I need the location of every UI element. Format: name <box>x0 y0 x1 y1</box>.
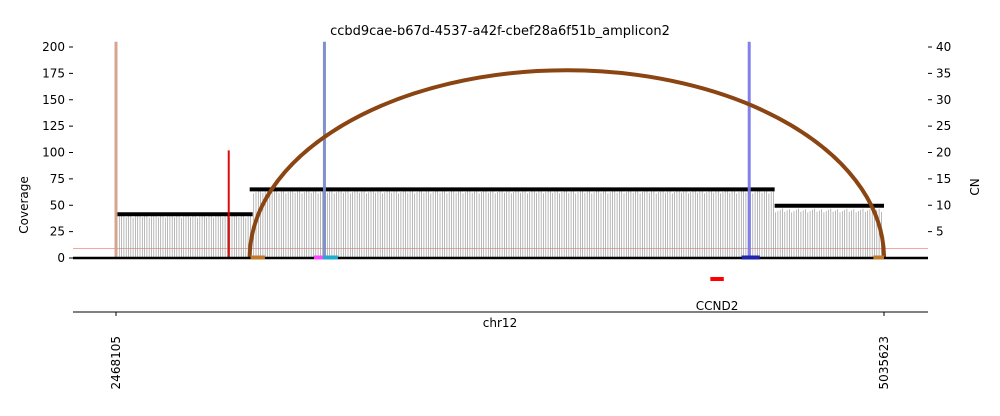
y-axis-label-left: Coverage <box>17 176 31 234</box>
breakpoint-arc <box>247 68 886 259</box>
coverage-bars-layer <box>116 189 882 258</box>
y-right-tick-label: 15 <box>936 172 951 186</box>
copy-number-layer <box>116 187 884 217</box>
gene-bar <box>710 277 724 281</box>
y-left-tick-label: 100 <box>42 146 65 160</box>
y-right-tick-label: 35 <box>936 66 951 80</box>
y-left-tick-label: 150 <box>42 93 65 107</box>
interval-mark <box>322 255 338 260</box>
y-left-tick-label: 25 <box>50 225 65 239</box>
interval-marks-layer <box>250 255 884 260</box>
x-axis-label: chr12 <box>483 316 517 330</box>
y-right-tick-label: 25 <box>936 119 951 133</box>
chart-title: ccbd9cae-b67d-4537-a42f-cbef28a6f51b_amp… <box>330 24 670 39</box>
interval-mark <box>741 255 760 260</box>
y-right-tick-label: 30 <box>936 93 951 107</box>
discordant-edges-layer <box>114 41 751 258</box>
y-left-tick-label: 200 <box>42 40 65 54</box>
y-right-tick-label: 10 <box>936 198 951 212</box>
y-left-tick-label: 175 <box>42 66 65 80</box>
x-tick-label: 2468105 <box>109 336 123 389</box>
y-left-tick-label: 50 <box>50 198 65 212</box>
y-axis-label-right: CN <box>968 178 982 195</box>
gene-label: CCND2 <box>696 299 739 313</box>
y-right-tick-label: 20 <box>936 146 951 160</box>
y-right-tick-label: 5 <box>936 225 944 239</box>
y-left-tick-label: 0 <box>57 251 65 265</box>
x-tick-label: 5035623 <box>877 336 891 389</box>
breakpoint-arc-layer <box>247 68 886 259</box>
interval-mark <box>313 255 332 260</box>
interval-mark <box>873 255 884 260</box>
y-left-tick-label: 125 <box>42 119 65 133</box>
axes-layer: 0 25 50 75 100 125 150 175 200 5 10 15 20 25 30 35 40 246… <box>42 40 951 389</box>
y-left-tick-label: 75 <box>50 172 65 186</box>
interval-mark <box>250 255 265 260</box>
y-right-tick-label: 40 <box>936 40 951 54</box>
gene-track: CCND2 <box>696 277 739 313</box>
